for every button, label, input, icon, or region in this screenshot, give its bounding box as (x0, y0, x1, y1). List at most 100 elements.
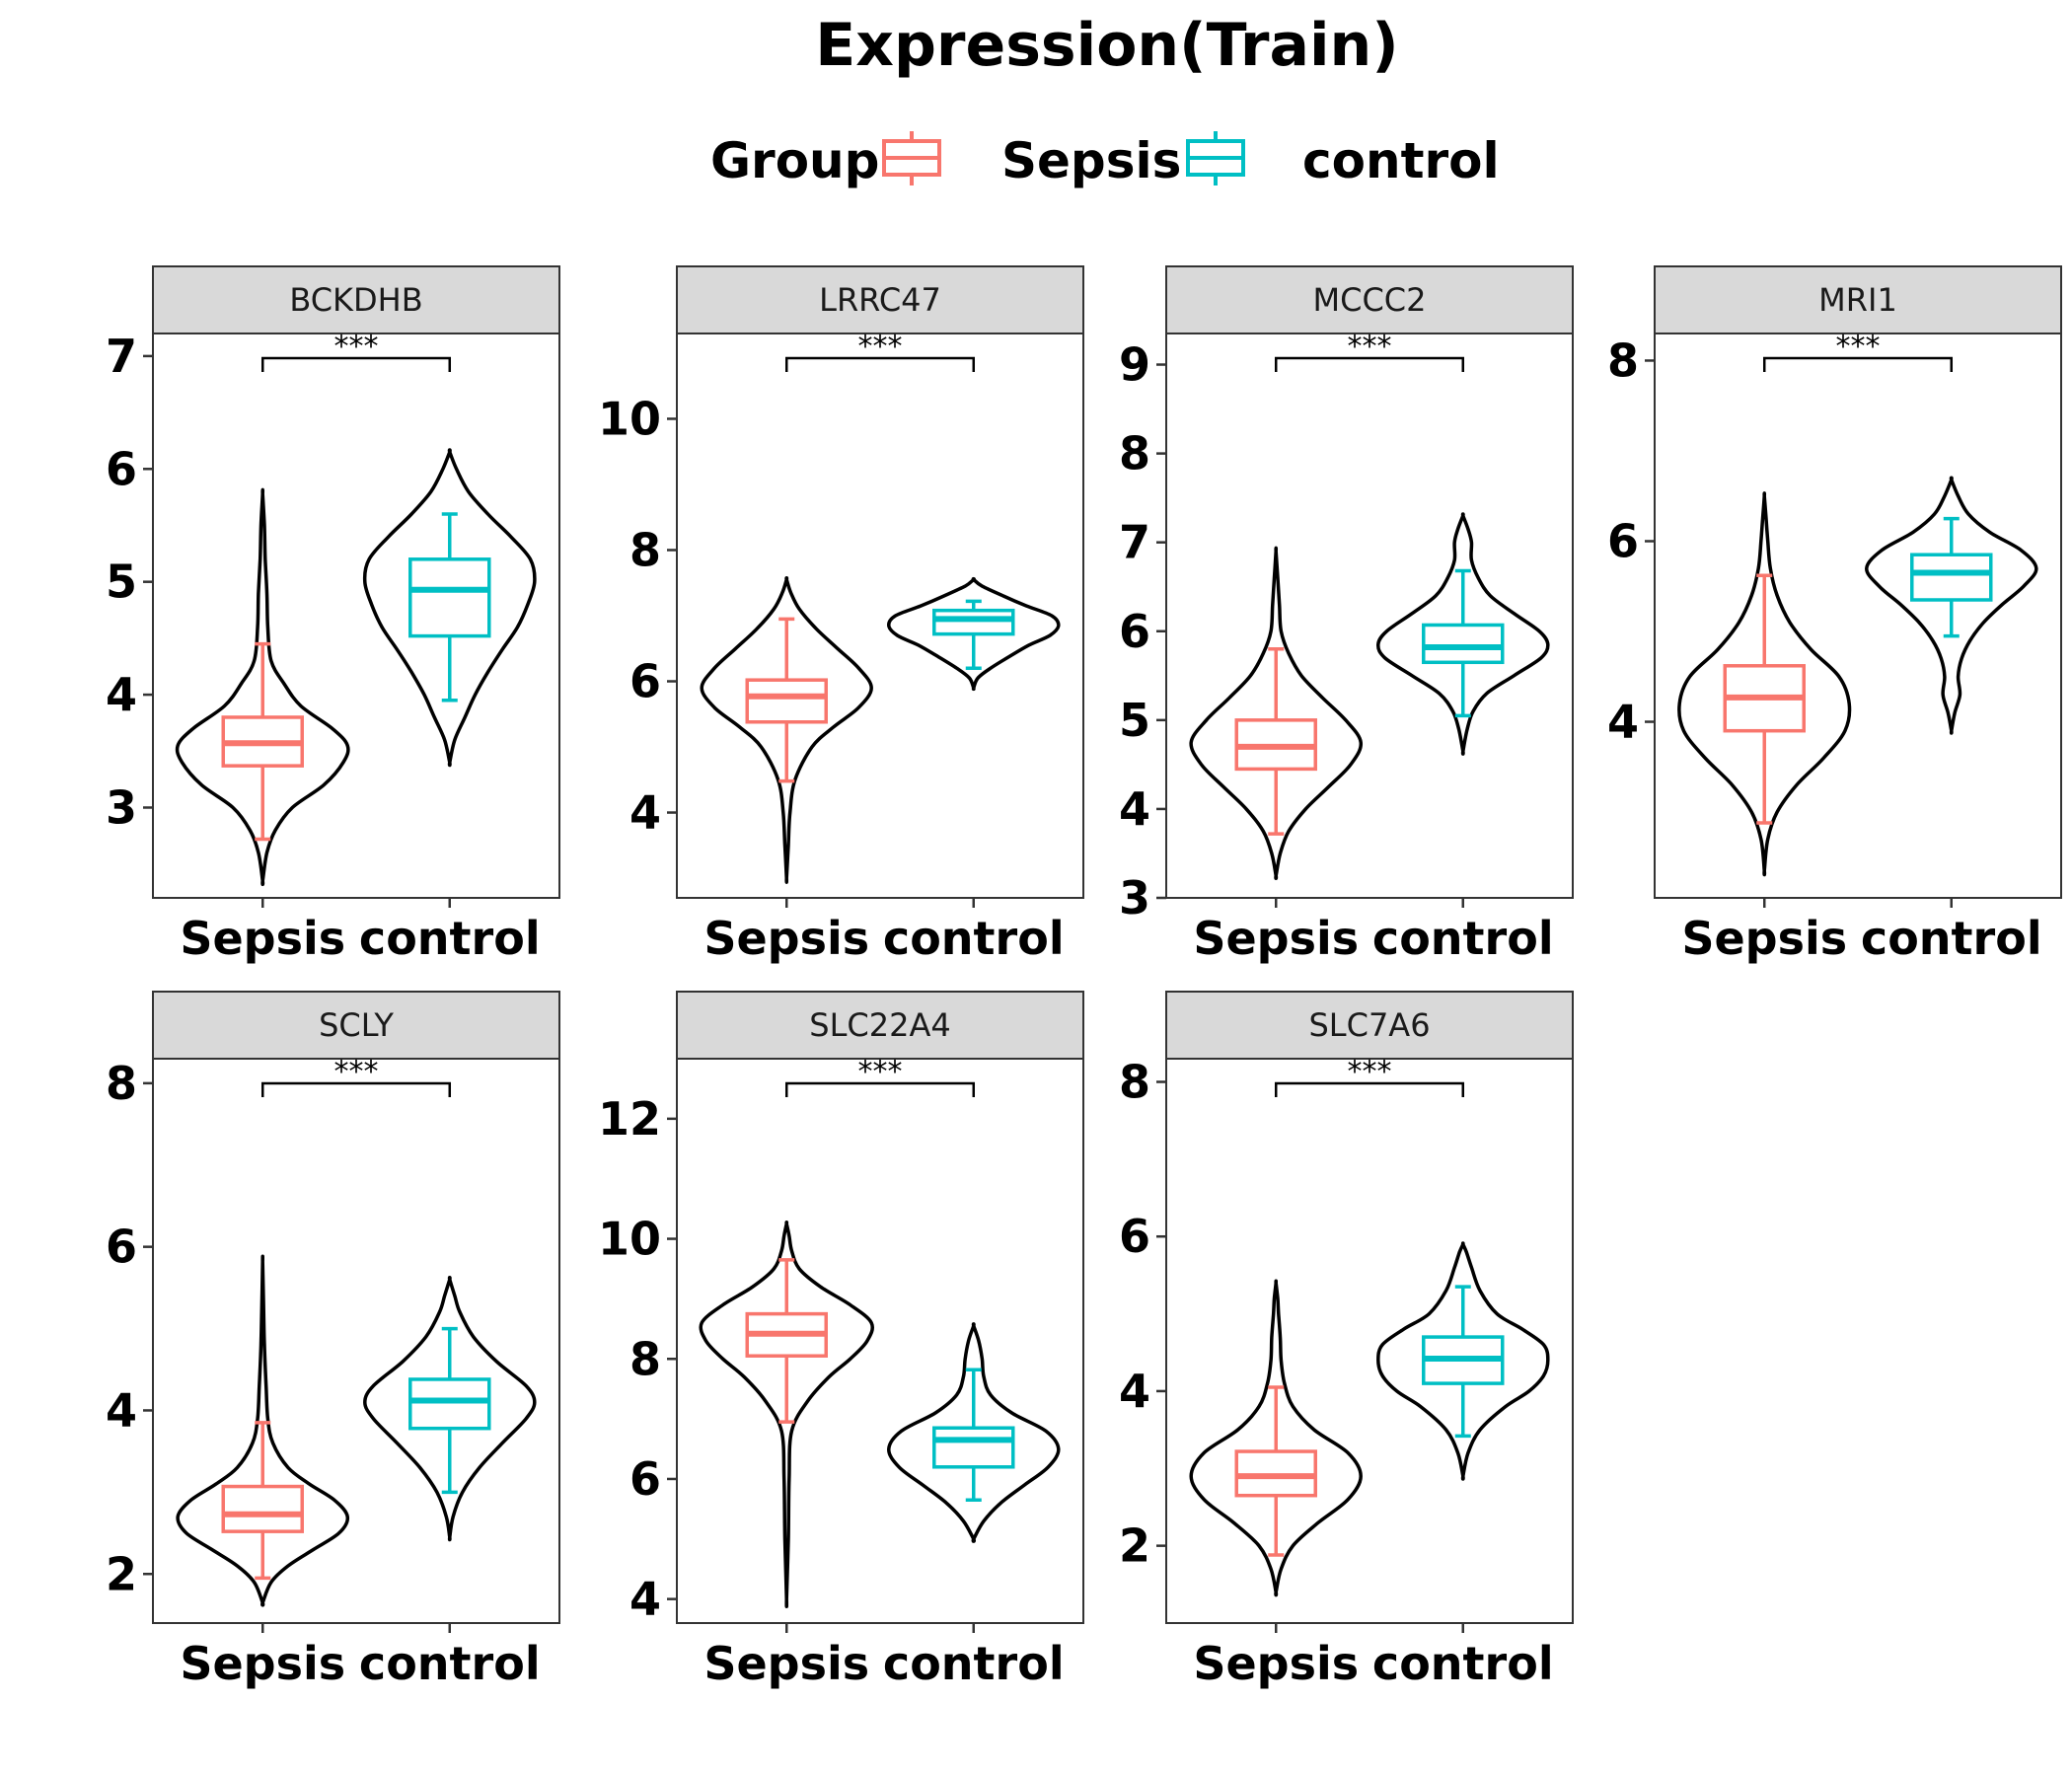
box-sepsis (745, 678, 828, 724)
y-tick-label: 8 (629, 523, 661, 576)
y-tick-label: 6 (106, 442, 137, 495)
panel-border (1165, 333, 1574, 899)
legend-label-sepsis: Sepsis (1001, 132, 1181, 189)
y-tick-label: 3 (106, 780, 137, 834)
violin-sepsis (1189, 546, 1363, 881)
strip-background (1654, 265, 2062, 334)
panel-border (152, 1058, 560, 1624)
chart-title: Expression(Train) (815, 11, 1398, 80)
x-tick-label: control (1861, 912, 2042, 965)
x-tick-label: control (883, 1637, 1065, 1690)
y-tick-label: 6 (1119, 605, 1150, 658)
legend-key-sepsis (882, 131, 941, 185)
x-tick-label: Sepsis (180, 1637, 345, 1690)
legend-key-control (1186, 131, 1245, 185)
y-tick-label: 9 (1119, 338, 1150, 392)
violin-control (363, 1276, 537, 1542)
x-tick-label: Sepsis (1193, 912, 1359, 965)
violin-control (362, 448, 537, 768)
violin-control (887, 1322, 1061, 1543)
panel-slc7a6: SLC7A6 2 4 6 8 Sepsis control *** (1119, 991, 1574, 1690)
panel-border (1165, 1058, 1574, 1624)
significance-label: *** (858, 330, 903, 364)
x-tick-label: Sepsis (703, 912, 869, 965)
y-tick-label: 5 (1119, 694, 1150, 747)
strip-label: SLC7A6 (1308, 1006, 1430, 1044)
significance-bracket (784, 1081, 976, 1097)
x-tick-label: control (1372, 912, 1554, 965)
violin-sepsis (1189, 1279, 1363, 1597)
x-tick-label: Sepsis (1193, 1637, 1359, 1690)
box-control (932, 1426, 1015, 1469)
panel-border (676, 1058, 1084, 1624)
violin-sepsis (700, 576, 873, 884)
y-tick-label: 4 (629, 786, 661, 840)
legend: Group Sepsis control (710, 131, 1500, 189)
violin-sepsis (175, 487, 350, 887)
y-tick-label: 10 (598, 1213, 661, 1266)
panel-border (152, 333, 560, 899)
y-tick-label: 6 (1607, 514, 1639, 567)
y-tick-label: 7 (1119, 516, 1150, 569)
y-tick-label: 12 (598, 1092, 661, 1146)
box-sepsis (221, 1484, 304, 1533)
y-tick-label: 6 (629, 655, 661, 708)
strip-label: MCCC2 (1313, 281, 1427, 319)
strip-background (152, 265, 560, 334)
x-tick-label: control (883, 912, 1065, 965)
strip-label: SCLY (319, 1006, 394, 1044)
panel-bckdhb: BCKDHB 3 4 5 6 7 Sepsis control *** (106, 265, 560, 965)
y-tick-label: 10 (598, 392, 661, 445)
significance-label: *** (1348, 1055, 1392, 1089)
violin-sepsis (699, 1221, 875, 1609)
y-tick-label: 6 (106, 1221, 137, 1274)
strip-label: MRI1 (1818, 281, 1897, 319)
strip-background (676, 265, 1084, 334)
violin-control (887, 576, 1061, 692)
y-tick-label: 6 (1119, 1210, 1150, 1263)
y-tick-label: 4 (1119, 1365, 1150, 1418)
y-tick-label: 4 (1119, 782, 1150, 836)
y-tick-label: 4 (1607, 696, 1639, 749)
panel-slc22a4: SLC22A4 4 6 8 10 12 Sepsis control *** (598, 991, 1084, 1690)
y-tick-label: 4 (106, 1383, 137, 1437)
strip-label: LRRC47 (819, 281, 941, 319)
violin-sepsis (1677, 491, 1852, 877)
y-tick-label: 8 (1119, 427, 1150, 481)
y-tick-label: 2 (106, 1547, 137, 1600)
significance-bracket (1274, 356, 1465, 372)
significance-label: *** (334, 1055, 379, 1089)
strip-label: SLC22A4 (809, 1006, 950, 1044)
y-tick-label: 7 (106, 330, 137, 383)
violin-control (1376, 512, 1550, 756)
significance-bracket (260, 356, 452, 372)
legend-label-control: control (1302, 132, 1500, 189)
significance-label: *** (1348, 330, 1392, 364)
x-tick-label: Sepsis (180, 912, 345, 965)
panel-mccc2: MCCC2 3 4 5 6 7 8 9 Sepsis control *** (1119, 265, 1574, 965)
y-tick-label: 3 (1119, 871, 1150, 925)
y-tick-label: 4 (629, 1573, 661, 1626)
y-tick-label: 6 (629, 1452, 661, 1506)
panel-border (676, 333, 1084, 899)
x-tick-label: Sepsis (1681, 912, 1847, 965)
panel-lrrc47: LRRC47 4 6 8 10 Sepsis control *** (598, 265, 1084, 965)
box-control (408, 557, 491, 638)
panel-border (1654, 333, 2062, 899)
x-tick-label: control (359, 1637, 541, 1690)
significance-label: *** (858, 1055, 903, 1089)
y-tick-label: 2 (1119, 1519, 1150, 1573)
x-tick-label: control (1372, 1637, 1554, 1690)
box-control (932, 608, 1015, 636)
significance-label: *** (334, 330, 379, 364)
violin-control (1376, 1241, 1550, 1481)
violin-sepsis (176, 1254, 350, 1607)
box-control (1910, 553, 1993, 602)
strip-background (676, 991, 1084, 1060)
x-tick-label: Sepsis (703, 1637, 869, 1690)
significance-bracket (1762, 356, 1954, 372)
legend-title: Group (710, 132, 879, 189)
